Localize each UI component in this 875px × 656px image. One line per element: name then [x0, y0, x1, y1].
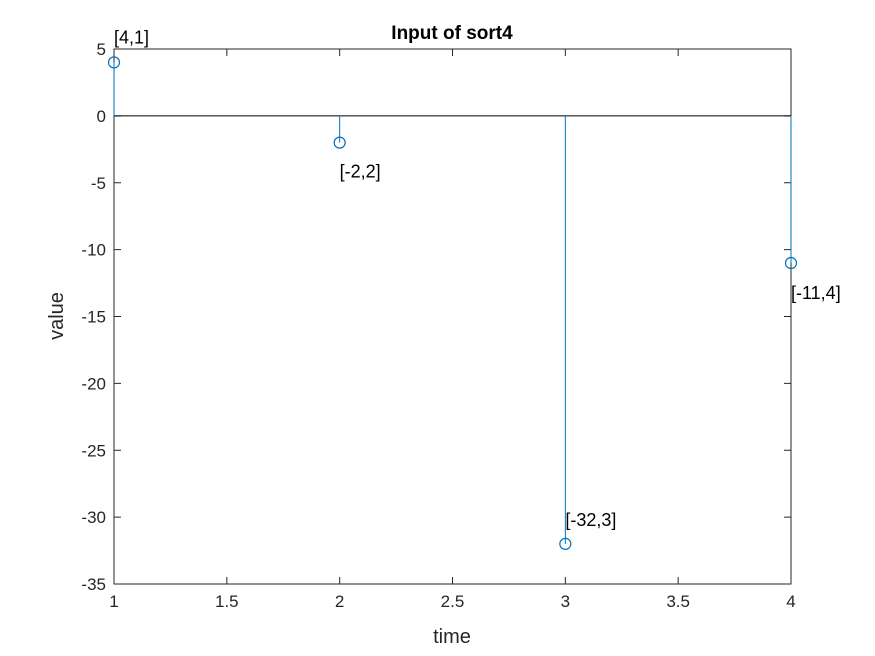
stem-marker — [333, 136, 346, 149]
x-axis-ticks: 1 1.5 2 2.5 3 3.5 4 — [109, 49, 796, 611]
y-tick-label: -20 — [81, 374, 106, 393]
y-axis-label: value — [46, 292, 68, 340]
x-tick-label: 2.5 — [441, 592, 465, 611]
y-tick-label: 5 — [97, 40, 106, 59]
y-tick-label: -35 — [81, 575, 106, 594]
plot-area — [113, 48, 792, 585]
data-annotation: [4,1] — [114, 27, 149, 47]
y-tick-label: -25 — [81, 441, 106, 460]
y-tick-label: -10 — [81, 241, 106, 260]
x-tick-label: 1 — [109, 592, 118, 611]
stem-marker — [559, 537, 572, 550]
y-tick-label: 0 — [97, 107, 106, 126]
y-tick-label: -15 — [81, 308, 106, 327]
chart-title: Input of sort4 — [391, 23, 513, 44]
x-axis-label: time — [433, 626, 471, 648]
stem-series — [107, 56, 798, 550]
x-tick-label: 3.5 — [666, 592, 690, 611]
x-tick-label: 2 — [335, 592, 344, 611]
y-axis-ticks: 5 0 -5 -10 -15 -20 -25 -30 -35 — [81, 40, 791, 594]
data-annotation: [-11,4] — [791, 283, 841, 303]
x-tick-label: 1.5 — [215, 592, 239, 611]
data-annotation: [-32,3] — [565, 510, 616, 530]
data-annotation: [-2,2] — [340, 162, 381, 182]
x-tick-label: 4 — [786, 592, 795, 611]
data-annotations: [4,1] [-2,2] [-32,3] [-11,4] — [114, 27, 841, 530]
y-tick-label: -5 — [91, 174, 106, 193]
x-tick-label: 3 — [561, 592, 570, 611]
y-tick-label: -30 — [81, 508, 106, 527]
stem-marker — [784, 256, 798, 270]
stem-marker — [107, 56, 121, 69]
